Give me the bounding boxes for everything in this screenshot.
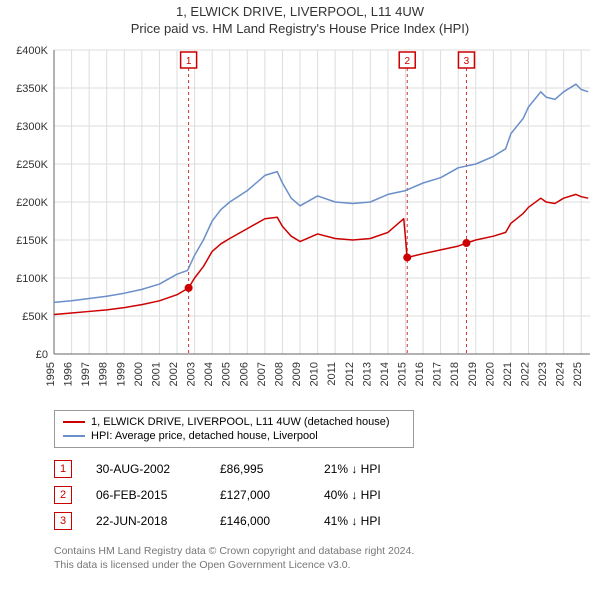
footer-attribution: Contains HM Land Registry data © Crown c… <box>54 544 588 572</box>
svg-text:2005: 2005 <box>221 362 233 386</box>
sale-delta: 21% ↓ HPI <box>324 462 424 476</box>
svg-text:2022: 2022 <box>519 362 531 386</box>
svg-text:2010: 2010 <box>309 362 321 386</box>
svg-text:2013: 2013 <box>361 362 373 386</box>
svg-text:2011: 2011 <box>326 362 338 386</box>
svg-text:2001: 2001 <box>150 362 162 386</box>
price-chart: £0 £50K £100K £150K £200K £250K £300K £350K £400… <box>0 44 600 404</box>
page-title-line1: 1, ELWICK DRIVE, LIVERPOOL, L11 4UW <box>0 4 600 19</box>
svg-text:£200K: £200K <box>16 197 48 209</box>
sale-price: £127,000 <box>220 488 300 502</box>
svg-text:1997: 1997 <box>80 362 92 386</box>
svg-text:£150K: £150K <box>16 235 48 247</box>
sales-row: 2 06-FEB-2015 £127,000 40% ↓ HPI <box>54 482 588 508</box>
sale-date: 22-JUN-2018 <box>96 514 196 528</box>
svg-text:1995: 1995 <box>45 362 57 386</box>
svg-text:2007: 2007 <box>256 362 268 386</box>
svg-text:£300K: £300K <box>16 121 48 133</box>
sale-marker-badge: 1 <box>54 460 72 478</box>
legend-swatch <box>63 435 85 437</box>
svg-text:2004: 2004 <box>203 362 215 386</box>
chart-container: £0 £50K £100K £150K £200K £250K £300K £350K £400… <box>0 44 600 404</box>
sale-date: 06-FEB-2015 <box>96 488 196 502</box>
sale-marker-badge: 3 <box>54 512 72 530</box>
svg-text:2021: 2021 <box>502 362 514 386</box>
sales-row: 1 30-AUG-2002 £86,995 21% ↓ HPI <box>54 456 588 482</box>
svg-text:1996: 1996 <box>63 362 75 386</box>
sale-date: 30-AUG-2002 <box>96 462 196 476</box>
svg-text:2003: 2003 <box>186 362 198 386</box>
legend-swatch <box>63 421 85 423</box>
svg-text:2006: 2006 <box>238 362 250 386</box>
svg-text:2000: 2000 <box>133 362 145 386</box>
svg-text:2016: 2016 <box>414 362 426 386</box>
page-title-line2: Price paid vs. HM Land Registry's House … <box>0 21 600 36</box>
svg-text:2017: 2017 <box>432 362 444 386</box>
svg-text:2019: 2019 <box>467 362 479 386</box>
svg-text:£400K: £400K <box>16 45 48 57</box>
svg-text:3: 3 <box>464 56 470 67</box>
legend: 1, ELWICK DRIVE, LIVERPOOL, L11 4UW (det… <box>54 410 414 448</box>
svg-text:2: 2 <box>404 56 410 67</box>
legend-label: HPI: Average price, detached house, Live… <box>91 430 318 442</box>
svg-text:£350K: £350K <box>16 83 48 95</box>
svg-text:2015: 2015 <box>396 362 408 386</box>
legend-row: 1, ELWICK DRIVE, LIVERPOOL, L11 4UW (det… <box>63 415 405 429</box>
svg-text:2025: 2025 <box>572 362 584 386</box>
svg-text:£0: £0 <box>36 349 48 361</box>
sale-marker-badge: 2 <box>54 486 72 504</box>
sale-price: £146,000 <box>220 514 300 528</box>
svg-text:2024: 2024 <box>555 362 567 386</box>
svg-text:2018: 2018 <box>449 362 461 386</box>
svg-text:2009: 2009 <box>291 362 303 386</box>
legend-row: HPI: Average price, detached house, Live… <box>63 429 405 443</box>
svg-text:£100K: £100K <box>16 273 48 285</box>
sales-table: 1 30-AUG-2002 £86,995 21% ↓ HPI 2 06-FEB-2015… <box>54 456 588 534</box>
svg-text:2014: 2014 <box>379 362 391 386</box>
legend-label: 1, ELWICK DRIVE, LIVERPOOL, L11 4UW (det… <box>91 416 390 428</box>
svg-text:£50K: £50K <box>22 311 48 323</box>
svg-text:1998: 1998 <box>98 362 110 386</box>
svg-text:1: 1 <box>186 56 192 67</box>
footer-line2: This data is licensed under the Open Gov… <box>54 558 588 572</box>
svg-text:2008: 2008 <box>273 362 285 386</box>
sale-delta: 40% ↓ HPI <box>324 488 424 502</box>
svg-text:1999: 1999 <box>115 362 127 386</box>
sales-row: 3 22-JUN-2018 £146,000 41% ↓ HPI <box>54 508 588 534</box>
sale-price: £86,995 <box>220 462 300 476</box>
svg-text:2012: 2012 <box>344 362 356 386</box>
svg-text:2020: 2020 <box>484 362 496 386</box>
footer-line1: Contains HM Land Registry data © Crown c… <box>54 544 588 558</box>
svg-text:2023: 2023 <box>537 362 549 386</box>
svg-text:2002: 2002 <box>168 362 180 386</box>
sale-delta: 41% ↓ HPI <box>324 514 424 528</box>
svg-text:£250K: £250K <box>16 159 48 171</box>
